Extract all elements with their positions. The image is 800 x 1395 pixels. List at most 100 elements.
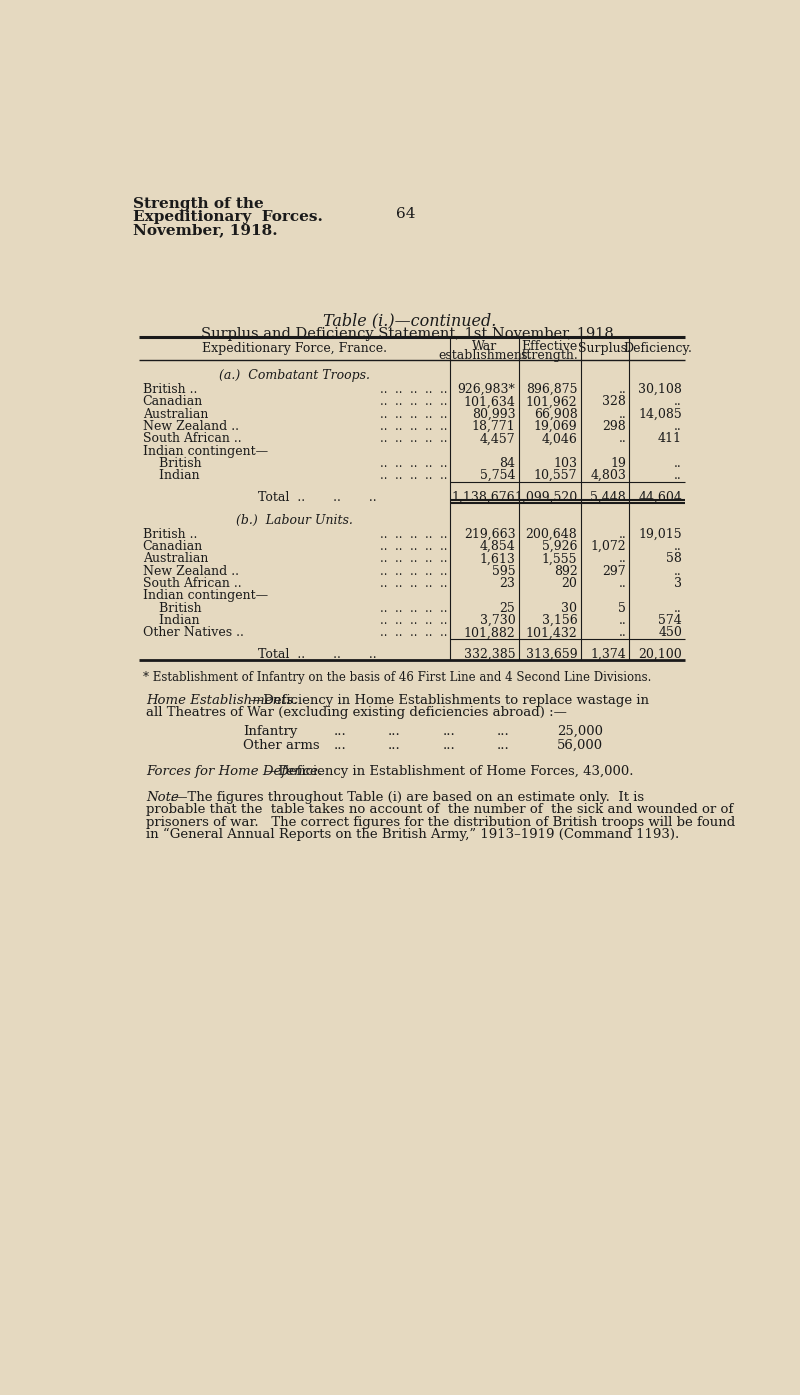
Text: Surplus and Deficiency Statement, 1st November, 1918.: Surplus and Deficiency Statement, 1st No… [202, 326, 618, 340]
Text: 30,108: 30,108 [638, 384, 682, 396]
Text: 23: 23 [499, 578, 515, 590]
Text: ...: ... [442, 725, 455, 738]
Text: 595: 595 [492, 565, 515, 578]
Text: ..  ..  ..  ..  ..: .. .. .. .. .. [380, 614, 447, 626]
Text: Deficiency.: Deficiency. [622, 342, 692, 356]
Text: 219,663: 219,663 [464, 527, 515, 541]
Text: ..: .. [618, 527, 626, 541]
Text: Other arms: Other arms [243, 739, 320, 752]
Text: ..  ..  ..  ..  ..: .. .. .. .. .. [380, 540, 447, 552]
Text: 3,156: 3,156 [542, 614, 578, 626]
Text: ..: .. [618, 578, 626, 590]
Text: —Deficiency in Establishment of Home Forces, 43,000.: —Deficiency in Establishment of Home For… [265, 764, 634, 778]
Text: 1,555: 1,555 [542, 552, 578, 565]
Text: South African ..: South African .. [142, 432, 242, 445]
Text: Indian: Indian [142, 469, 199, 483]
Text: ..: .. [674, 601, 682, 615]
Text: Australian: Australian [142, 407, 208, 421]
Text: Expeditionary Force, France.: Expeditionary Force, France. [202, 342, 387, 356]
Text: Indian contingent—: Indian contingent— [142, 445, 268, 458]
Text: 1,374: 1,374 [590, 647, 626, 661]
Text: Canadian: Canadian [142, 540, 203, 552]
Text: 5: 5 [618, 601, 626, 615]
Text: Effective: Effective [522, 340, 578, 353]
Text: probable that the  table takes no account of  the number of  the sick and wounde: probable that the table takes no account… [146, 804, 734, 816]
Text: 332,385: 332,385 [464, 647, 515, 661]
Text: Surplus.: Surplus. [578, 342, 631, 356]
Text: 892: 892 [554, 565, 578, 578]
Text: 1,138,676: 1,138,676 [452, 491, 515, 504]
Text: Total  ..       ..       ..: Total .. .. .. [258, 491, 376, 504]
Text: 101,962: 101,962 [526, 395, 578, 409]
Text: Strength of the: Strength of the [133, 197, 263, 211]
Text: ..: .. [618, 614, 626, 626]
Text: prisoners of war.   The correct figures for the distribution of British troops w: prisoners of war. The correct figures fo… [146, 816, 736, 829]
Text: ..  ..  ..  ..  ..: .. .. .. .. .. [380, 626, 447, 639]
Text: ..: .. [618, 626, 626, 639]
Text: ...: ... [442, 739, 455, 752]
Text: 20: 20 [562, 578, 578, 590]
Text: 574: 574 [658, 614, 682, 626]
Text: 4,457: 4,457 [480, 432, 515, 445]
Text: 3,730: 3,730 [480, 614, 515, 626]
Text: 896,875: 896,875 [526, 384, 578, 396]
Text: 64: 64 [396, 208, 416, 222]
Text: ..: .. [618, 552, 626, 565]
Text: 19,069: 19,069 [534, 420, 578, 432]
Text: 1,613: 1,613 [479, 552, 515, 565]
Text: .—The figures throughout Table (i) are based on an estimate only.  It is: .—The figures throughout Table (i) are b… [170, 791, 644, 804]
Text: ..: .. [674, 420, 682, 432]
Text: Table (i.)—continued.: Table (i.)—continued. [323, 312, 497, 329]
Text: 3: 3 [674, 578, 682, 590]
Text: Forces for Home Defence.: Forces for Home Defence. [146, 764, 322, 778]
Text: ..  ..  ..  ..  ..: .. .. .. .. .. [380, 552, 447, 565]
Text: 20,100: 20,100 [638, 647, 682, 661]
Text: 58: 58 [666, 552, 682, 565]
Text: 103: 103 [554, 458, 578, 470]
Text: ..: .. [674, 565, 682, 578]
Text: 298: 298 [602, 420, 626, 432]
Text: 5,754: 5,754 [480, 469, 515, 483]
Text: ..: .. [674, 540, 682, 552]
Text: 450: 450 [658, 626, 682, 639]
Text: 25,000: 25,000 [558, 725, 603, 738]
Text: 101,882: 101,882 [464, 626, 515, 639]
Text: Home Establishments.: Home Establishments. [146, 695, 298, 707]
Text: 18,771: 18,771 [472, 420, 515, 432]
Text: November, 1918.: November, 1918. [133, 223, 277, 237]
Text: 1,099,520: 1,099,520 [514, 491, 578, 504]
Text: 14,085: 14,085 [638, 407, 682, 421]
Text: ..  ..  ..  ..  ..: .. .. .. .. .. [380, 565, 447, 578]
Text: (b.)  Labour Units.: (b.) Labour Units. [236, 513, 353, 527]
Text: ..: .. [618, 432, 626, 445]
Text: 200,648: 200,648 [526, 527, 578, 541]
Text: 328: 328 [602, 395, 626, 409]
Text: Indian: Indian [142, 614, 199, 626]
Text: 297: 297 [602, 565, 626, 578]
Text: ...: ... [334, 725, 346, 738]
Text: * Establishment of Infantry on the basis of 46 First Line and 4 Second Line Divi: * Establishment of Infantry on the basis… [142, 671, 651, 684]
Text: 80,993: 80,993 [472, 407, 515, 421]
Text: ..  ..  ..  ..  ..: .. .. .. .. .. [380, 527, 447, 541]
Text: Other Natives ..: Other Natives .. [142, 626, 243, 639]
Text: 30: 30 [562, 601, 578, 615]
Text: 19: 19 [610, 458, 626, 470]
Text: 4,854: 4,854 [480, 540, 515, 552]
Text: ..: .. [618, 407, 626, 421]
Text: Indian contingent—: Indian contingent— [142, 589, 268, 603]
Text: ...: ... [497, 725, 510, 738]
Text: Australian: Australian [142, 552, 208, 565]
Text: Expeditionary  Forces.: Expeditionary Forces. [133, 209, 322, 223]
Text: ...: ... [388, 739, 401, 752]
Text: 56,000: 56,000 [558, 739, 603, 752]
Text: ..  ..  ..  ..  ..: .. .. .. .. .. [380, 458, 447, 470]
Text: 926,983*: 926,983* [458, 384, 515, 396]
Text: ..  ..  ..  ..  ..: .. .. .. .. .. [380, 395, 447, 409]
Text: ..  ..  ..  ..  ..: .. .. .. .. .. [380, 469, 447, 483]
Text: ...: ... [497, 739, 510, 752]
Text: Infantry: Infantry [243, 725, 298, 738]
Text: strength.: strength. [521, 349, 578, 363]
Text: ..  ..  ..  ..  ..: .. .. .. .. .. [380, 420, 447, 432]
Text: ..: .. [618, 384, 626, 396]
Text: Note: Note [146, 791, 179, 804]
